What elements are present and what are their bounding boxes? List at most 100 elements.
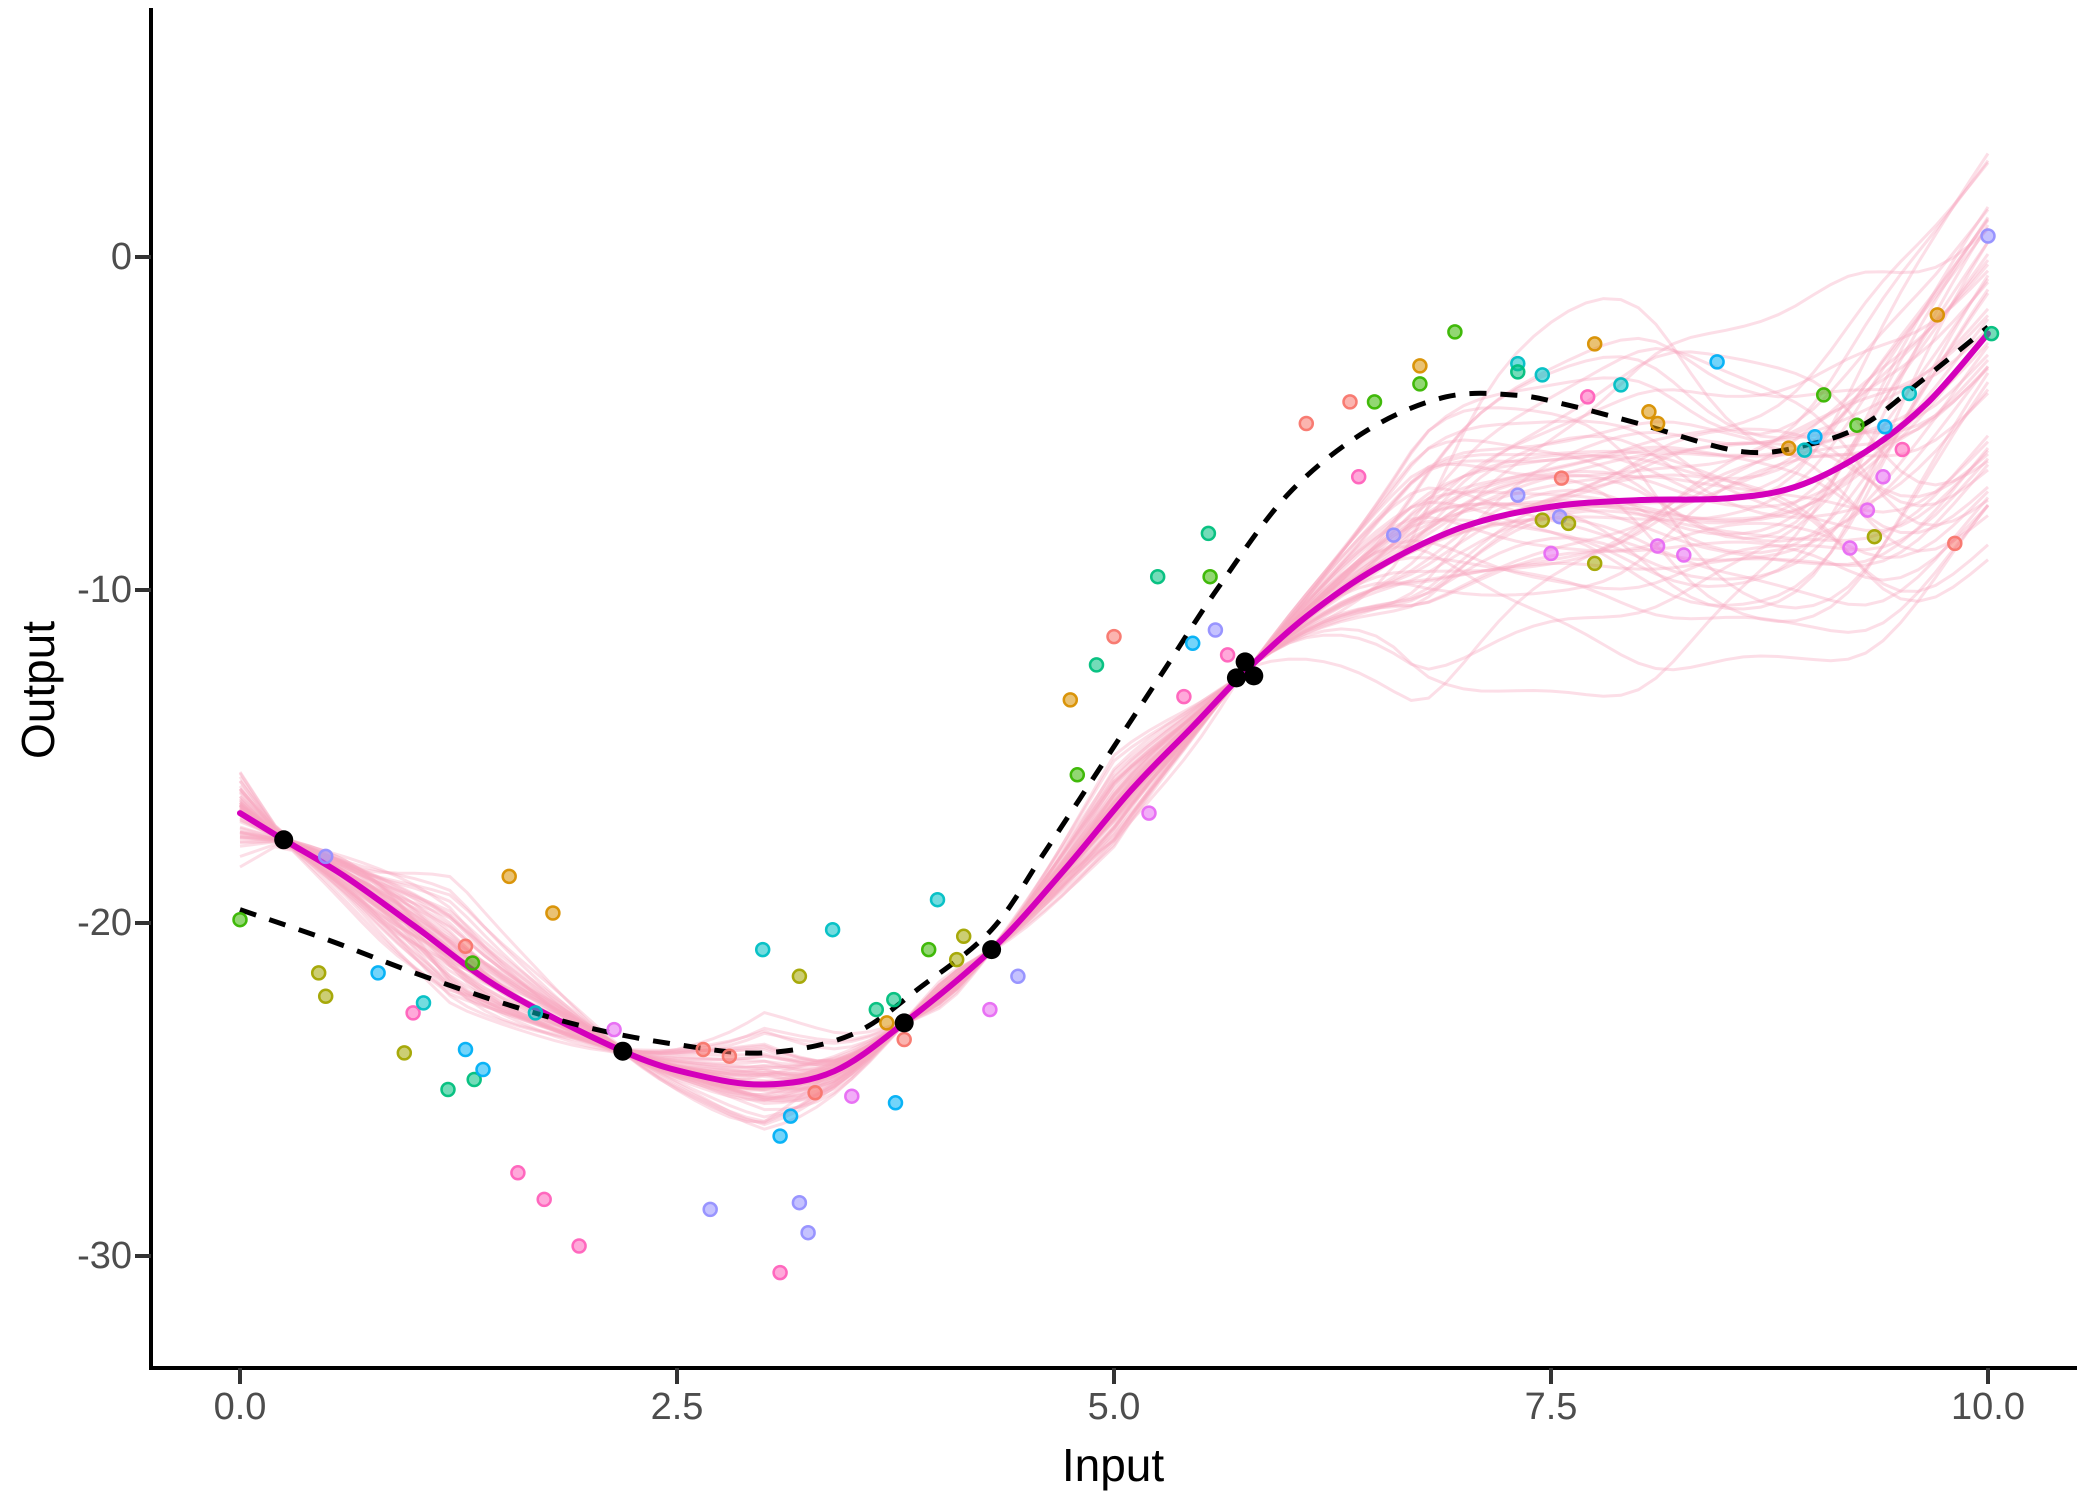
observation-point bbox=[791, 1194, 808, 1211]
posterior-sample-line bbox=[239, 241, 1990, 1131]
observation-point bbox=[791, 968, 808, 985]
posterior-sample-line bbox=[239, 307, 1990, 1083]
posterior-sample-line bbox=[239, 224, 1990, 1086]
training-point bbox=[982, 940, 1002, 960]
true-function-line bbox=[239, 324, 1990, 1056]
observation-point bbox=[1447, 324, 1463, 340]
observation-point bbox=[1859, 502, 1876, 518]
observation-point bbox=[1649, 538, 1666, 554]
y-tick-label: -10 bbox=[77, 569, 132, 611]
posterior-sample-line bbox=[239, 365, 1990, 1087]
observation-point bbox=[317, 848, 334, 865]
observation-point bbox=[527, 1005, 544, 1021]
observation-point bbox=[1543, 545, 1559, 562]
observation-point bbox=[1586, 555, 1603, 572]
observation-point bbox=[1866, 528, 1883, 545]
posterior-sample-line bbox=[238, 504, 1990, 1082]
observation-point bbox=[721, 1048, 738, 1064]
observation-point bbox=[754, 941, 771, 958]
observation-point bbox=[1207, 622, 1224, 638]
observation-point bbox=[1149, 568, 1166, 585]
observation-point bbox=[1553, 470, 1570, 486]
observation-point bbox=[1676, 547, 1692, 563]
observation-point bbox=[536, 1191, 552, 1208]
posterior-sample-line bbox=[239, 297, 1990, 1070]
posterior-sample-line bbox=[239, 346, 1989, 1092]
observation-point bbox=[1980, 228, 1996, 244]
observation-point bbox=[464, 955, 481, 971]
observation-point bbox=[1649, 415, 1666, 432]
training-point bbox=[894, 1013, 914, 1033]
x-tick-label: 0.0 bbox=[213, 1386, 267, 1428]
posterior-sample-line bbox=[239, 318, 1990, 1054]
observation-point bbox=[1780, 440, 1797, 456]
observation-point bbox=[405, 1005, 421, 1021]
posterior-sample-line bbox=[239, 503, 1990, 1125]
observation-point bbox=[1010, 968, 1026, 985]
observation-point bbox=[1929, 307, 1946, 323]
x-axis-title: Input bbox=[1061, 1439, 1165, 1491]
observation-point bbox=[1807, 429, 1823, 445]
observation-point bbox=[886, 991, 902, 1008]
y-axis-title: Output bbox=[12, 620, 64, 760]
observation-point bbox=[1709, 354, 1725, 370]
observation-point bbox=[1141, 805, 1157, 821]
x-tick-label: 5.0 bbox=[1087, 1386, 1141, 1428]
posterior-sample-line bbox=[238, 253, 1990, 1063]
observations-group bbox=[232, 228, 2000, 1281]
observation-point bbox=[501, 868, 517, 885]
observation-point bbox=[317, 988, 334, 1005]
x-tick-label: 2.5 bbox=[650, 1386, 704, 1428]
observation-point bbox=[1200, 525, 1217, 542]
observation-point bbox=[1815, 387, 1832, 403]
observation-point bbox=[1796, 442, 1813, 458]
training-point bbox=[1235, 652, 1255, 672]
observation-point bbox=[1385, 527, 1402, 543]
observation-point bbox=[824, 921, 841, 938]
training-point bbox=[274, 830, 294, 850]
posterior-sample-line bbox=[239, 278, 1990, 1097]
observation-point bbox=[1579, 389, 1596, 405]
observation-point bbox=[457, 938, 474, 955]
observation-point bbox=[782, 1108, 799, 1124]
observation-point bbox=[1586, 336, 1603, 352]
observation-point bbox=[1842, 540, 1858, 556]
observation-point bbox=[415, 995, 432, 1011]
observation-point bbox=[1088, 657, 1105, 673]
observation-point bbox=[955, 928, 972, 945]
observation-point bbox=[929, 891, 946, 908]
observation-point bbox=[1877, 419, 1893, 435]
observation-point bbox=[510, 1165, 526, 1181]
observation-point bbox=[440, 1081, 456, 1098]
observation-point bbox=[1106, 628, 1122, 645]
posterior-sample-line bbox=[239, 449, 1989, 1077]
posterior-mean-line bbox=[237, 330, 1991, 1088]
observation-point bbox=[702, 1201, 718, 1218]
x-tick-label: 10.0 bbox=[1951, 1386, 2025, 1428]
training-point bbox=[613, 1041, 633, 1061]
observation-point bbox=[1510, 487, 1526, 503]
observation-point bbox=[1875, 469, 1891, 485]
observation-point bbox=[370, 965, 386, 981]
observation-point bbox=[1641, 404, 1657, 420]
observation-point bbox=[982, 1001, 998, 1018]
observation-point bbox=[879, 1015, 895, 1031]
observation-point bbox=[1062, 692, 1079, 708]
posterior-sample-line bbox=[239, 152, 1990, 1063]
observation-point bbox=[800, 1224, 816, 1241]
observation-point bbox=[1350, 469, 1367, 485]
posterior-sample-line bbox=[238, 365, 1990, 1090]
observation-point bbox=[1560, 515, 1577, 532]
posterior-sample-line bbox=[239, 496, 1990, 1073]
observation-point bbox=[1366, 394, 1383, 410]
observation-point bbox=[1298, 415, 1315, 432]
observation-point bbox=[1534, 512, 1551, 528]
observation-point bbox=[466, 1071, 482, 1088]
observation-point bbox=[1901, 385, 1918, 402]
posterior-sample-line bbox=[239, 269, 1990, 1100]
observation-point bbox=[1219, 647, 1236, 663]
observation-point bbox=[896, 1031, 912, 1048]
observation-point bbox=[545, 905, 561, 921]
